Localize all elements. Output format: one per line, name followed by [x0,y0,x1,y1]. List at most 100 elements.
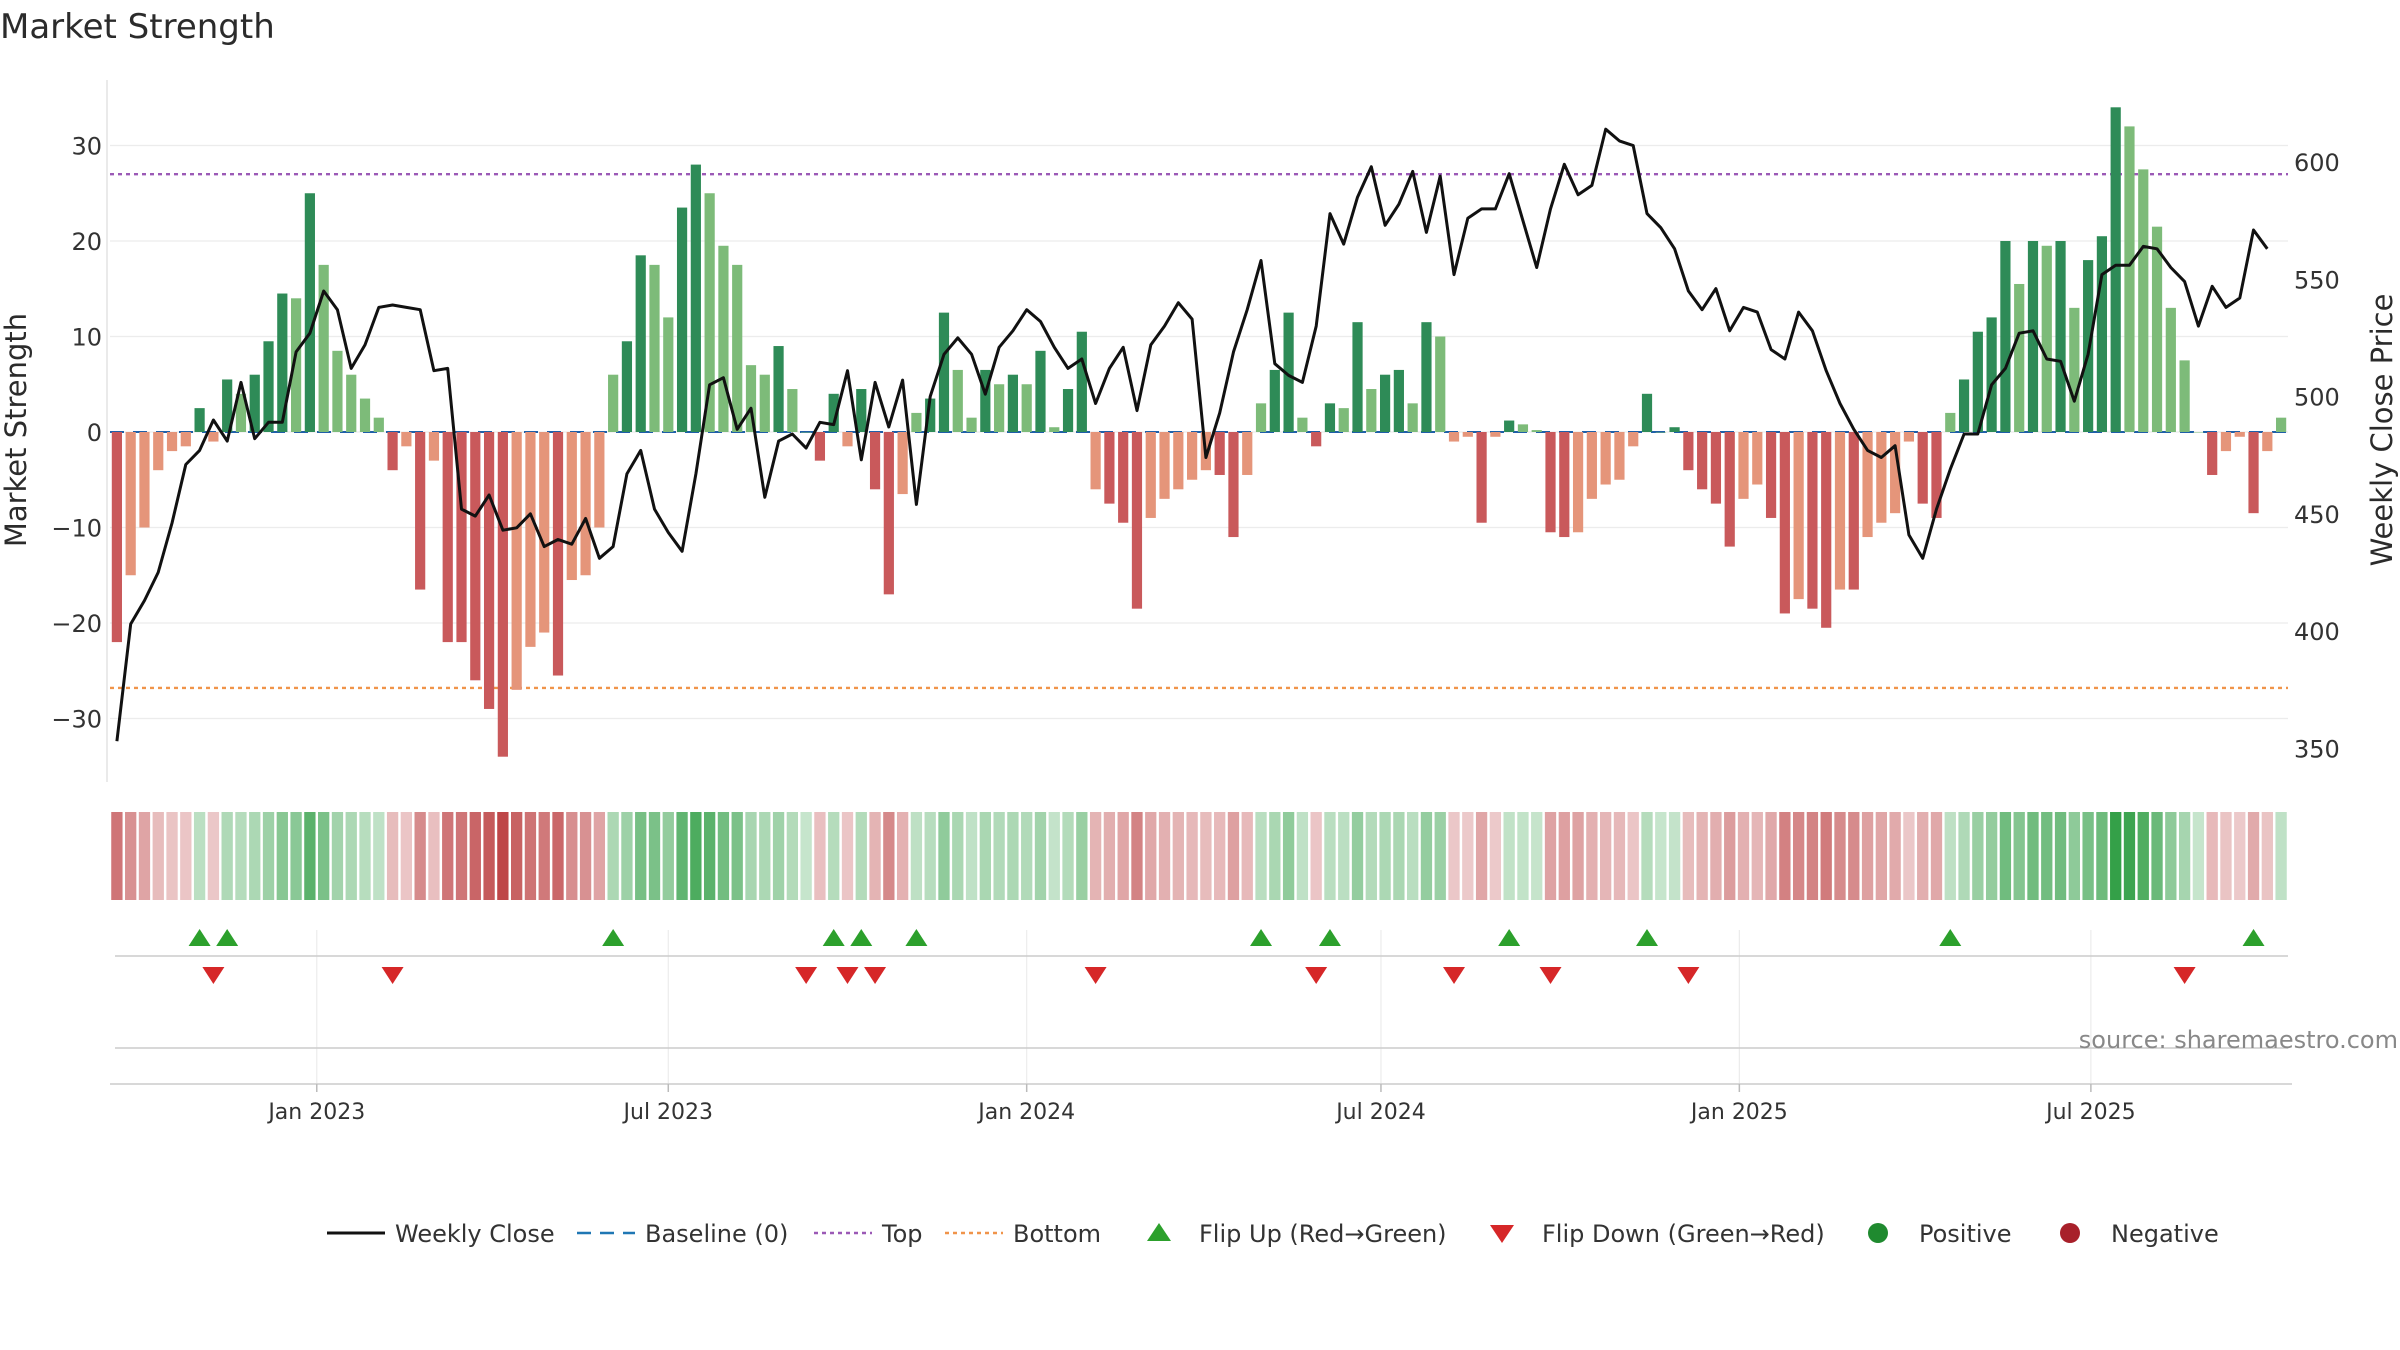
strength-bar [1903,432,1915,442]
heat-cell [1365,812,1377,900]
flip-markers [110,929,2292,1085]
strength-bar [1159,432,1170,499]
strength-bar [1724,432,1735,547]
legend-triangle-down-icon [1490,1225,1514,1243]
x-tick-label: Jul 2023 [622,1100,714,1125]
strength-bar [1917,432,1928,504]
strength-bar [249,374,260,432]
strength-bar [111,432,122,643]
strength-bar [277,293,288,432]
strength-bar [552,432,564,676]
heat-cell [1655,812,1667,900]
heat-cell [1227,812,1240,900]
reference-lines [110,172,2288,690]
heat-cell [1917,812,1929,900]
heat-cell [1489,812,1502,900]
strength-bar [1945,412,1956,432]
flip-up-marker [2242,929,2265,946]
heat-cell [1172,812,1184,900]
heat-cell [166,812,178,900]
strength-bar [235,393,247,432]
strength-bar [842,432,853,447]
strength-bar [2096,236,2108,432]
heat-cell [207,812,220,900]
strength-bar [1545,432,1556,533]
y-left-tick-label: 30 [71,133,102,161]
strength-bar [1173,432,1184,490]
flip-up-marker [602,929,625,946]
heat-cell [1958,812,1970,900]
heat-cell [1089,812,1102,900]
strength-bar [745,365,757,432]
heat-cell [2082,812,2094,900]
heat-cell [1972,812,1984,900]
heat-cell [1558,812,1570,900]
legend-label: Baseline (0) [645,1220,788,1248]
strength-bar [980,369,991,432]
heat-cell [621,812,633,900]
strength-bar [1297,417,1308,432]
strength-bar [1421,322,1432,432]
strength-bar [1090,432,1101,490]
heat-cell [1930,812,1943,900]
heat-cell [2247,812,2260,900]
strength-bar [580,432,591,576]
x-tick-label: Jan 2024 [976,1100,1075,1125]
y-right-tick-label: 600 [2294,149,2340,177]
strength-bar [539,432,550,633]
heat-cell [1338,812,1350,900]
heat-cell [2068,812,2080,900]
strength-bar [166,432,178,452]
strength-bar [1255,403,1267,432]
strength-bar [2014,283,2025,432]
heat-cell [1475,812,1488,900]
y-axis-right-title: Weekly Close Price [2365,294,2399,567]
heat-cell [373,812,385,900]
heat-cell [566,812,578,900]
heat-cell [579,812,592,900]
strength-bar [497,432,508,757]
x-tick-label: Jul 2024 [1334,1100,1426,1125]
legend-label: Flip Up (Red→Green) [1199,1220,1447,1248]
heat-cell [786,812,798,900]
heat-cell [855,812,867,900]
strength-bar [428,432,440,461]
strength-bar [856,389,867,432]
strength-bar [759,374,770,432]
strength-bar [1352,322,1363,432]
strength-bar [359,398,371,432]
heat-cell [1379,812,1391,900]
strength-bar [1628,432,1639,447]
strength-bar [1242,432,1253,475]
strength-bar [663,317,674,432]
heat-cell [262,812,275,900]
strength-bar [1821,432,1832,628]
heat-cell [1269,812,1281,900]
heat-cell [1296,812,1309,900]
strength-bar [1214,432,1225,475]
heat-cell [469,812,481,900]
heat-cell [1696,812,1708,900]
heat-cell [1186,812,1198,900]
heat-cell [414,812,426,900]
strength-bar [1007,374,1019,432]
heat-cell [648,812,661,900]
strength-bar [470,432,481,681]
axes: 30 20 10 0 −10 −20 −30 600 550 500 450 400 350 [51,80,2340,782]
heat-cell [1999,812,2012,900]
heat-cell [924,812,936,900]
strength-bar [1104,432,1115,504]
x-tick-label: Jul 2025 [2044,1100,2136,1125]
y-left-tick-label: 0 [87,419,102,447]
strength-bar [1710,432,1722,504]
legend: Weekly Close Baseline (0) Top Bottom Flip Up… [327,1220,2219,1248]
strength-bar [1187,432,1198,480]
strength-bar [442,432,453,643]
heat-cell [1214,812,1226,900]
heat-cell [1985,812,1998,900]
strength-bar [1848,432,1859,590]
strength-bar [1131,432,1143,609]
strength-bar [994,384,1005,432]
legend-circle-icon [1868,1223,1888,1243]
